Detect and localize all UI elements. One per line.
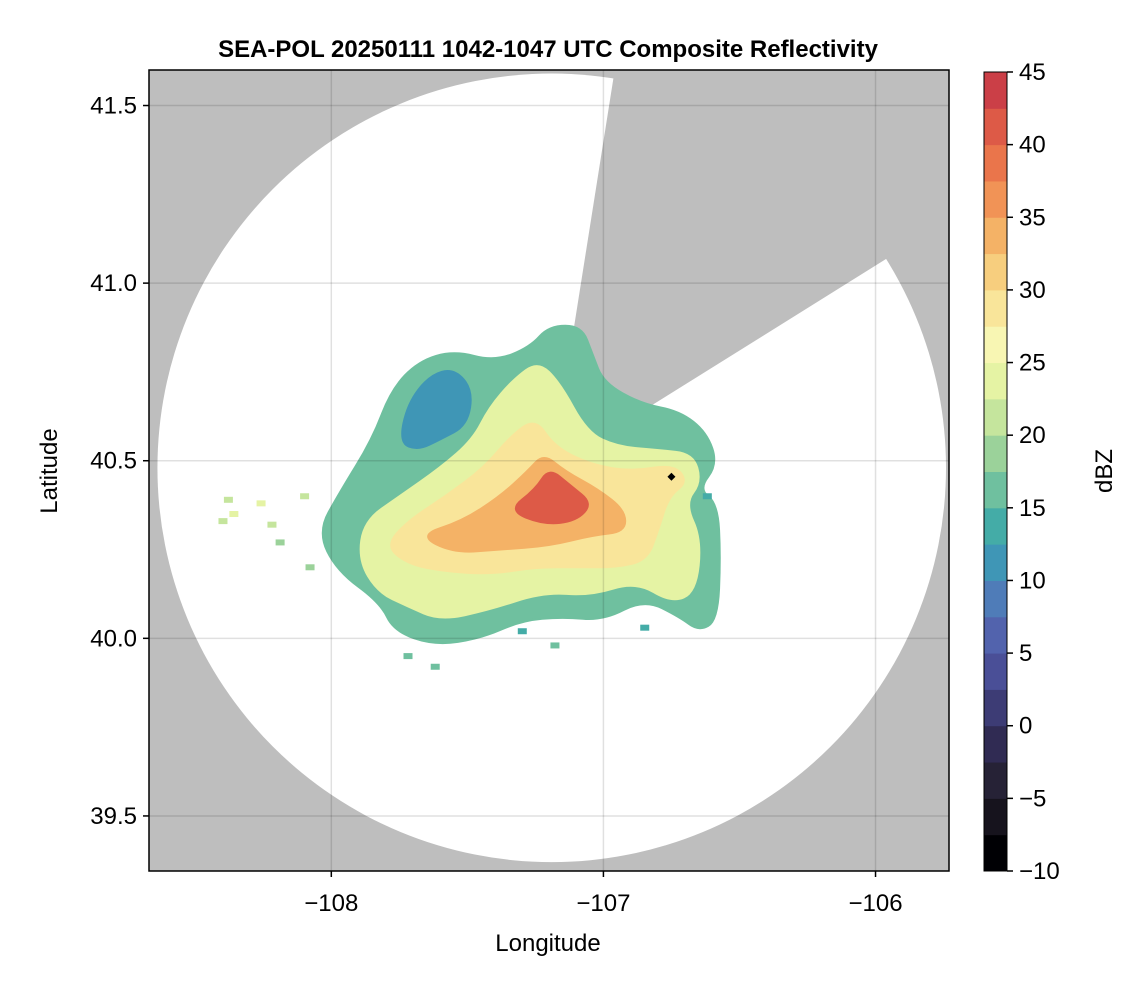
colorbar-frame [983, 71, 1008, 872]
colorbar-swatch [984, 653, 1007, 690]
plot-area [149, 70, 949, 871]
colorbar-ticks: −10 −5 0 5 10 15 20 25 30 35 40 45 [1007, 59, 1060, 885]
colorbar-swatch [984, 725, 1007, 763]
colorbar-swatch [984, 180, 1007, 218]
chart-title: SEA-POL 20250111 1042-1047 UTC Composite… [218, 36, 879, 63]
colorbar-swatch [984, 762, 1007, 799]
echo-patch [223, 496, 233, 503]
colorbar-swatch [984, 289, 1007, 327]
colorbar-tick-label: 35 [1019, 204, 1046, 231]
colorbar-swatch [984, 580, 1007, 618]
y-tick-label: 41.5 [90, 93, 137, 120]
marker-layer [667, 472, 676, 481]
colorbar-tick-label: 45 [1019, 59, 1046, 86]
colorbar-swatch [984, 689, 1007, 727]
echo-patch [256, 500, 266, 507]
colorbar-tick-label: 20 [1019, 422, 1046, 449]
colorbar: −10 −5 0 5 10 15 20 25 30 35 40 45 dBZ [983, 59, 1118, 885]
colorbar-tick-label: 0 [1019, 713, 1032, 740]
colorbar-swatch [984, 398, 1007, 436]
colorbar-swatch [984, 471, 1007, 509]
colorbar-swatch [984, 435, 1007, 472]
echo-patch [403, 653, 413, 660]
colorbar-tick-label: 30 [1019, 277, 1046, 304]
colorbar-swatch [984, 544, 1007, 581]
colorbar-swatch [984, 616, 1007, 654]
echo-patch [275, 539, 285, 546]
colorbar-tick-label: −10 [1019, 858, 1060, 885]
plot-frame [148, 69, 950, 872]
colorbar-swatch [984, 326, 1007, 364]
echo-patch [430, 663, 440, 670]
echo-patch [305, 564, 315, 571]
colorbar-swatch [984, 834, 1007, 872]
echo-patch [640, 624, 650, 631]
x-axis-label: Longitude [495, 930, 600, 957]
echo-region [514, 471, 589, 525]
colorbar-tick-label: −5 [1019, 785, 1046, 812]
y-tick-label: 40.0 [90, 625, 137, 652]
echo-patch [300, 493, 310, 500]
x-tick-label: −106 [848, 890, 902, 917]
echo-patch [218, 518, 228, 525]
x-axis-ticks: −108 −107 −106 [304, 871, 903, 917]
site-marker [667, 472, 676, 481]
echo-patch [702, 493, 712, 500]
echo-region [401, 370, 472, 449]
y-axis-ticks: 39.5 40.0 40.5 41.0 41.5 [90, 93, 149, 830]
echo-patch [550, 642, 560, 649]
colorbar-tick-label: 5 [1019, 640, 1032, 667]
y-tick-label: 39.5 [90, 803, 137, 830]
colorbar-tick-label: 40 [1019, 132, 1046, 159]
colorbar-swatch [984, 217, 1007, 255]
blocked-sector [551, 70, 893, 468]
echo-patch [517, 628, 527, 635]
colorbar-tick-label: 25 [1019, 350, 1046, 377]
echo-patch [229, 511, 239, 518]
colorbar-tick-label: 10 [1019, 567, 1046, 594]
colorbar-swatch [984, 798, 1007, 836]
x-tick-label: −107 [576, 890, 630, 917]
colorbar-swatch [984, 144, 1007, 182]
colorbar-swatch [984, 108, 1007, 146]
echo-patch [267, 521, 277, 528]
colorbar-swatch [984, 362, 1007, 400]
y-axis-label: Latitude [36, 428, 63, 513]
colorbar-swatch [984, 72, 1007, 109]
grid-lines [149, 70, 949, 871]
colorbar-swatches [984, 72, 1007, 872]
echo-layer [218, 324, 721, 670]
x-tick-label: −108 [304, 890, 358, 917]
colorbar-tick-label: 15 [1019, 495, 1046, 522]
colorbar-label: dBZ [1091, 449, 1118, 493]
colorbar-swatch [984, 507, 1007, 545]
y-tick-label: 40.5 [90, 448, 137, 475]
colorbar-swatch [984, 253, 1007, 291]
y-tick-label: 41.0 [90, 270, 137, 297]
